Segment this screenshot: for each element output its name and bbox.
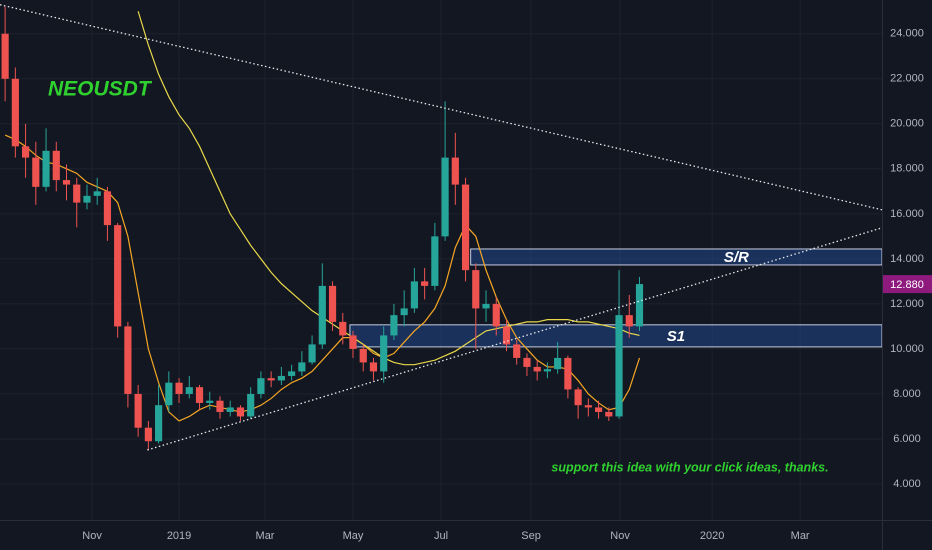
candle-body bbox=[42, 150, 50, 187]
note: support this idea with your click ideas,… bbox=[551, 460, 828, 474]
candle-body bbox=[93, 191, 101, 196]
x-tick-label: 2019 bbox=[167, 530, 191, 542]
candle-body bbox=[318, 285, 326, 345]
candle-body bbox=[308, 344, 316, 363]
candle-body bbox=[441, 157, 449, 237]
candle-body bbox=[410, 281, 418, 309]
candle-body bbox=[625, 315, 633, 327]
candle-body bbox=[472, 270, 480, 309]
candle-body bbox=[32, 157, 40, 187]
y-tick-label: 16.000 bbox=[890, 208, 924, 220]
candle-body bbox=[114, 225, 122, 327]
candle-body bbox=[216, 400, 224, 412]
candle-body bbox=[267, 378, 275, 381]
plot: S/R S1 bbox=[0, 4, 883, 451]
candle-body bbox=[390, 315, 398, 336]
axes: 4.000 6.000 8.000 10.000 12.000 14.000 16.000 1… bbox=[82, 28, 932, 542]
y-tick-label: 18.000 bbox=[890, 163, 924, 175]
candle-body bbox=[574, 389, 582, 406]
candle-body bbox=[236, 407, 245, 417]
y-tick-label: 10.000 bbox=[890, 343, 924, 355]
candle-body bbox=[277, 375, 285, 381]
candle-body bbox=[543, 369, 551, 372]
x-tick-label: Nov bbox=[82, 530, 102, 542]
candle-body bbox=[523, 357, 531, 367]
candle-body bbox=[11, 78, 19, 147]
y-tick-label: 20.000 bbox=[890, 118, 924, 130]
candle-body bbox=[62, 180, 71, 185]
y-tick-label: 22.000 bbox=[890, 73, 924, 85]
candle-body bbox=[369, 362, 378, 372]
x-tick-label: 2020 bbox=[700, 530, 724, 542]
candle-body bbox=[502, 326, 511, 345]
y-tick-label: 12.000 bbox=[890, 298, 924, 310]
candle-body bbox=[359, 348, 367, 363]
zone bbox=[470, 248, 883, 266]
candle-body bbox=[513, 344, 521, 358]
x-tick-label: Mar bbox=[256, 530, 275, 542]
candle-body bbox=[615, 315, 623, 417]
y-tick-label: 14.000 bbox=[890, 253, 924, 265]
candle-body bbox=[195, 387, 204, 403]
candle-body bbox=[124, 326, 132, 394]
y-tick-label: 8.000 bbox=[893, 388, 921, 400]
candle-body bbox=[226, 407, 234, 412]
candle-body bbox=[144, 427, 152, 442]
candle-body bbox=[185, 387, 193, 394]
candle-body bbox=[257, 378, 265, 394]
last-price-tag bbox=[883, 275, 932, 294]
candle-body bbox=[533, 366, 541, 372]
candle-body bbox=[461, 184, 470, 271]
candle-body bbox=[1, 33, 9, 79]
candle-body bbox=[339, 321, 347, 336]
x-tick-label: Sep bbox=[521, 530, 541, 542]
x-tick-label: Jul bbox=[434, 530, 448, 542]
candle-body bbox=[584, 405, 592, 408]
chart-title: NEOUSDT bbox=[48, 78, 153, 101]
x-tick-label: Nov bbox=[610, 530, 630, 542]
candle-body bbox=[83, 195, 91, 203]
candle-body bbox=[247, 393, 255, 417]
candle-body bbox=[175, 382, 183, 394]
candle-body bbox=[349, 335, 357, 349]
candle-body bbox=[380, 335, 388, 372]
candle-body bbox=[594, 407, 603, 412]
candle-body bbox=[431, 236, 439, 286]
y-tick-label: 6.000 bbox=[893, 433, 921, 445]
candle-body bbox=[451, 157, 459, 185]
y-tick-label: 24.000 bbox=[890, 28, 924, 40]
last-price-label: 12.880 bbox=[890, 279, 924, 291]
candle-body bbox=[400, 308, 408, 316]
zone-label: S1 bbox=[667, 328, 685, 345]
candle-body bbox=[165, 382, 173, 406]
candle-body bbox=[421, 281, 429, 286]
candle-body bbox=[605, 411, 613, 417]
candle-body bbox=[52, 150, 60, 181]
candle-body bbox=[554, 357, 562, 370]
y-tick-label: 4.000 bbox=[893, 478, 921, 490]
candle-body bbox=[21, 146, 30, 158]
candle-body bbox=[155, 405, 163, 442]
candle-body bbox=[134, 393, 142, 428]
candle-body bbox=[635, 284, 644, 327]
trendline bbox=[0, 4, 883, 211]
candle-body bbox=[564, 357, 572, 390]
candle-body bbox=[206, 400, 214, 403]
zone-label: S/R bbox=[724, 249, 749, 266]
candle-body bbox=[288, 371, 296, 376]
candle-body bbox=[73, 184, 81, 203]
candle-body bbox=[492, 303, 500, 327]
candle-body bbox=[482, 303, 490, 309]
x-tick-label: May bbox=[343, 530, 364, 542]
candle-body bbox=[103, 191, 112, 226]
moving-average bbox=[137, 11, 640, 366]
grid bbox=[0, 0, 882, 520]
x-tick-label: Mar bbox=[791, 530, 810, 542]
candle-body bbox=[298, 362, 306, 372]
candle-body bbox=[328, 285, 337, 322]
